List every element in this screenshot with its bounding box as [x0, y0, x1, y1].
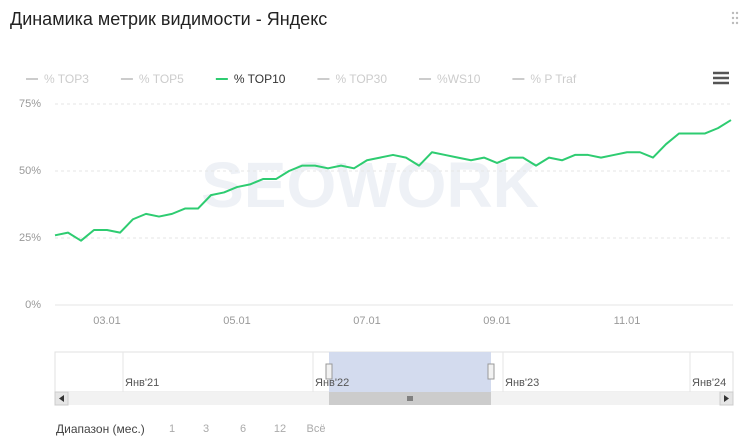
drag-handle[interactable] [731, 11, 739, 25]
y-tick-label: 25% [19, 232, 41, 244]
navigator-selection[interactable] [329, 352, 491, 392]
legend-item[interactable]: % TOP10 [234, 72, 286, 86]
navigator-handle[interactable] [325, 363, 333, 380]
series-line [54, 119, 732, 242]
range-button[interactable]: 3 [203, 423, 209, 435]
navigator-label: Янв'24 [692, 377, 726, 389]
legend-item[interactable]: %WS10 [437, 72, 481, 86]
y-tick-label: 0% [25, 299, 41, 311]
range-button[interactable]: 1 [169, 423, 175, 435]
y-tick-label: 50% [19, 165, 41, 177]
x-tick-label: 09.01 [483, 315, 511, 327]
chart-title: Динамика метрик видимости - Яндекс [10, 9, 327, 29]
range-label: Диапазон (мес.) [56, 422, 145, 436]
watermark: SEOWORK [201, 149, 539, 221]
legend-item[interactable]: % P Traf [530, 72, 576, 86]
menu-button[interactable] [713, 71, 729, 85]
legend-item[interactable]: % TOP3 [44, 72, 89, 86]
navigator-handle[interactable] [487, 363, 495, 380]
legend-item[interactable]: % TOP5 [139, 72, 184, 86]
x-tick-label: 05.01 [223, 315, 251, 327]
legend-item[interactable]: % TOP30 [335, 72, 387, 86]
range-button[interactable]: 12 [274, 423, 286, 435]
range-button[interactable]: 6 [240, 423, 246, 435]
range-button[interactable]: Всё [307, 423, 326, 435]
x-tick-label: 07.01 [353, 315, 381, 327]
navigator-label: Янв'22 [315, 377, 349, 389]
x-tick-label: 03.01 [93, 315, 121, 327]
navigator-label: Янв'21 [125, 377, 159, 389]
x-tick-label: 11.01 [614, 315, 641, 327]
y-tick-label: 75% [19, 98, 41, 110]
navigator-label: Янв'23 [505, 377, 539, 389]
